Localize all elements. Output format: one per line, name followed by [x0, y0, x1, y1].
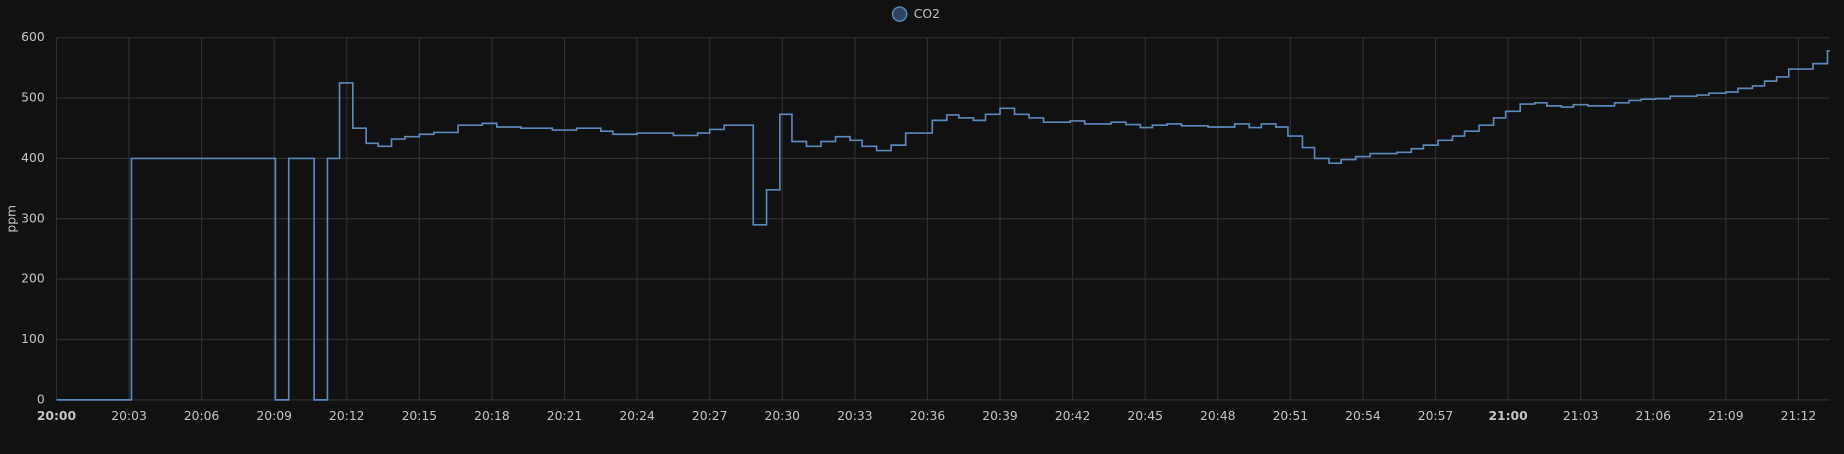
legend-item[interactable]: CO2: [891, 6, 940, 22]
legend-label[interactable]: CO2: [914, 7, 940, 21]
legend-marker: [891, 6, 908, 22]
y-tick-label: 400: [21, 151, 45, 165]
data-line: [56, 50, 1830, 401]
x-tick-label: 20:06: [184, 409, 220, 423]
x-tick-label: 21:09: [1708, 409, 1744, 423]
x-tick-label: 21:00: [1488, 409, 1527, 423]
x-tick-label: 21:03: [1563, 409, 1599, 423]
x-tick-label: 21:12: [1781, 409, 1817, 423]
x-tick-label: 20:09: [256, 409, 292, 423]
x-tick-label: 20:48: [1200, 409, 1236, 423]
x-tick-label: 20:24: [619, 409, 655, 423]
y-axis-label: ppm: [4, 205, 18, 233]
y-tick-label: 100: [21, 332, 45, 346]
x-tick-label: 20:03: [111, 409, 147, 423]
y-tick-label: 0: [37, 392, 45, 406]
x-tick-label: 20:27: [692, 409, 728, 423]
x-tick-label: 20:33: [837, 409, 873, 423]
y-tick-label: 200: [21, 272, 45, 286]
x-tick-label: 20:18: [474, 409, 510, 423]
y-tick-label: 300: [21, 211, 45, 225]
x-tick-label: 20:54: [1345, 409, 1381, 423]
x-tick-label: 20:21: [547, 409, 583, 423]
x-tick-label: 21:06: [1636, 409, 1672, 423]
x-tick-label: 20:42: [1055, 409, 1091, 423]
x-tick-label: 20:39: [982, 409, 1018, 423]
x-tick-label: 20:57: [1418, 409, 1454, 423]
y-tick-label: 600: [21, 30, 45, 44]
x-tick-label: 20:45: [1127, 409, 1163, 423]
y-tick-label: 500: [21, 91, 45, 105]
x-tick-label: 20:36: [910, 409, 946, 423]
x-tick-label: 20:12: [329, 409, 365, 423]
x-tick-label: 20:30: [765, 409, 801, 423]
x-tick-label: 20:00: [37, 409, 76, 423]
x-tick-label: 20:15: [402, 409, 438, 423]
x-tick-label: 20:51: [1273, 409, 1309, 423]
